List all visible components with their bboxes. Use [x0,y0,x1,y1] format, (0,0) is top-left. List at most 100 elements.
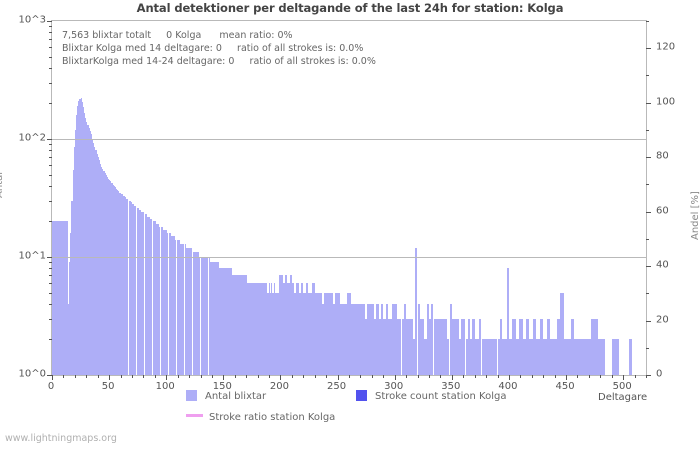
histogram-bar [213,262,215,375]
histogram-bar [275,292,277,375]
histogram-bar [235,275,238,375]
histogram-bar [187,247,190,375]
histogram-bar [628,339,633,375]
histogram-bar [257,283,259,375]
histogram-bar [126,199,128,375]
legend-label-antal-blixtar: Antal blixtar [205,391,267,402]
histogram-bar [52,221,68,375]
histogram-bar [245,275,247,375]
x-tick [52,375,53,380]
histogram-bar [403,303,407,375]
histogram-bar [163,229,166,375]
y-tick-minor [49,221,52,223]
histogram-bar [497,339,500,375]
histogram-bar [401,318,404,375]
histogram-bar [131,204,134,375]
legend-item-stroke-ratio[interactable]: Stroke ratio station Kolga [186,412,335,423]
y-tick-minor [49,150,52,152]
histogram-bar [594,318,598,375]
x-tick [566,375,568,380]
histogram-bar [190,247,192,375]
x-tick [97,375,99,378]
x-tick [143,375,145,378]
histogram-bar [394,303,397,375]
histogram-bar [238,275,240,375]
histogram-bar [87,124,89,375]
histogram-bar [419,318,423,375]
histogram-bar [182,243,184,375]
histogram-bar [515,339,520,375]
histogram-bar [241,275,243,375]
x-tick [86,375,88,378]
histogram-bar [128,200,130,375]
histogram-bar [166,229,168,375]
histogram-bar [246,275,248,375]
histogram-bar [563,339,568,375]
legend-item-stroke-count[interactable]: Stroke count station Kolga [356,390,506,402]
histogram-bar [335,292,338,375]
histogram-bar [272,292,274,375]
histogram-bar [390,318,393,375]
histogram-bar [69,262,71,375]
histogram-bar [152,221,154,375]
histogram-bar [105,174,107,375]
histogram-bar [611,339,616,375]
x-axis-label: 400 [498,381,518,392]
histogram-bar [170,236,172,375]
y-tick-minor [49,275,52,277]
y-right-label: 0 [656,368,663,380]
x-axis-label: 300 [384,381,404,392]
histogram-bar [346,292,349,375]
histogram-bar [226,268,228,375]
histogram-bar [95,150,97,375]
histogram-bar [171,236,174,375]
x-tick [508,375,510,380]
histogram-bar [460,318,464,375]
histogram-bar [155,224,158,375]
histogram-bar [219,268,222,375]
histogram-bar [431,303,434,375]
histogram-bar [271,283,273,375]
histogram-bar [385,303,388,375]
x-tick [531,375,533,378]
histogram-bar [161,226,163,375]
histogram-bar [492,339,496,375]
histogram-bar [440,318,443,375]
x-tick [200,375,202,378]
histogram-bar [364,318,368,375]
y-axis-right-title: Andel [%] [690,191,700,240]
histogram-bar [476,339,480,375]
histogram-bar [141,212,143,375]
gridline [52,139,646,140]
histogram-bar [553,339,557,375]
histogram-bar [504,339,507,375]
histogram-bar [207,257,209,375]
histogram-bar [570,318,574,375]
x-axis-label: 250 [327,381,347,392]
x-tick [577,375,579,378]
histogram-bar [556,318,561,375]
y-right-tick [646,375,651,376]
annotation-line: BlixtarKolga med 14-24 deltagare: 0 rati… [62,56,376,67]
x-tick [360,375,362,378]
y-tick-major [47,21,52,22]
histogram-bar [447,339,450,375]
histogram-bar [263,283,265,375]
histogram-bar [374,318,377,375]
legend-item-antal-blixtar[interactable]: Antal blixtar [186,390,266,402]
annotation-line: 7,563 blixtar totalt 0 Kolga mean ratio:… [62,30,293,41]
histogram-bar [160,226,162,375]
histogram-bar [265,283,267,375]
histogram-bar [486,339,489,375]
y-right-tick [646,266,651,268]
histogram-bar [215,262,217,375]
x-tick [543,375,545,378]
histogram-bar [406,318,409,375]
histogram-bar [587,339,592,375]
histogram-bar [353,303,356,375]
histogram-bar [253,283,255,375]
histogram-bar [529,339,533,375]
histogram-bar [137,208,139,375]
histogram-bar [145,214,147,375]
watermark: www.lightningmaps.org [5,433,117,444]
